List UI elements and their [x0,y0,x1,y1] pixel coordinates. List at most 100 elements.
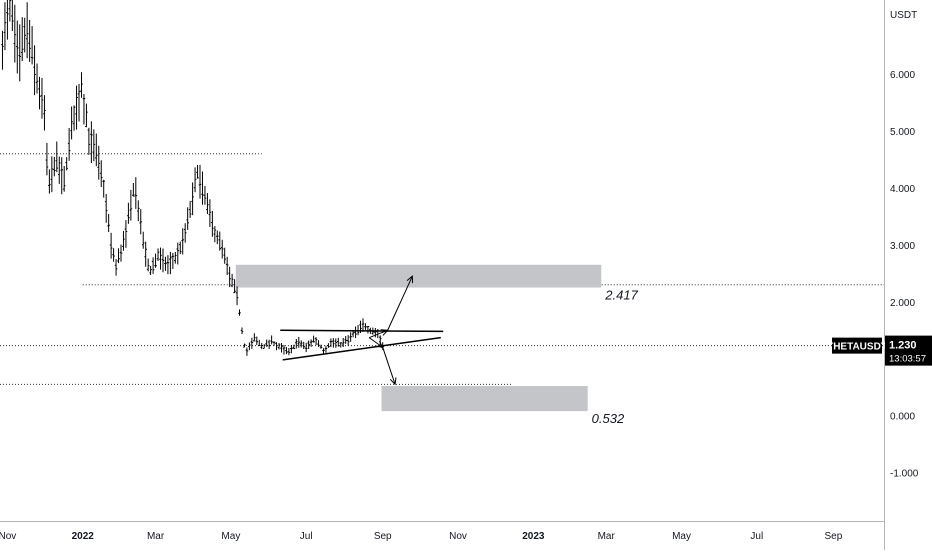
price-bar[interactable] [183,223,187,243]
price-bar[interactable] [309,339,313,347]
last-price-badge[interactable] [885,335,932,366]
price-bar[interactable] [102,179,106,198]
price-bar[interactable] [40,77,44,119]
price-bar[interactable] [53,156,56,177]
price-bar[interactable] [302,341,306,349]
price-bar[interactable] [136,200,140,222]
target-zone-box[interactable] [235,264,602,288]
projection-arrow-line[interactable] [368,337,384,348]
price-bar[interactable] [198,164,202,199]
price-bar[interactable] [253,333,256,342]
price-bar[interactable] [75,85,78,130]
price-bar[interactable] [329,338,333,348]
price-bar[interactable] [55,141,59,173]
price-bar[interactable] [299,340,303,348]
price-bar[interactable] [314,337,318,346]
price-bar[interactable] [97,145,101,180]
price-bar[interactable] [339,342,343,348]
price-bar[interactable] [272,341,276,346]
price-bar[interactable] [181,228,185,255]
price-bar[interactable] [117,248,120,264]
price-bar[interactable] [240,327,244,334]
price-bar[interactable] [220,239,224,259]
price-bar[interactable] [203,185,207,205]
price-bar[interactable] [322,348,325,355]
price-bar[interactable] [317,340,320,347]
pattern-trendline[interactable] [280,329,444,333]
price-bar[interactable] [70,106,73,140]
price-bar[interactable] [90,121,93,164]
price-bar[interactable] [48,169,51,194]
price-bar[interactable] [77,83,81,122]
price-bar[interactable] [275,342,278,351]
price-bar[interactable] [336,337,340,347]
price-bar[interactable] [174,251,177,264]
price-bar[interactable] [127,202,130,224]
price-bar[interactable] [124,220,128,248]
price-bar[interactable] [262,344,266,350]
price-bar[interactable] [354,326,357,339]
price-bar[interactable] [1,30,4,70]
price-bar[interactable] [255,336,259,345]
price-bar[interactable] [3,2,7,51]
price-bar[interactable] [8,0,12,22]
price-bar[interactable] [65,157,68,171]
price-bar[interactable] [129,189,133,221]
price-bar[interactable] [282,344,286,355]
price-bar[interactable] [99,160,103,188]
price-bar[interactable] [332,338,335,348]
price-bar[interactable] [186,207,189,230]
price-bar[interactable] [119,244,123,262]
price-bar[interactable] [292,344,296,350]
price-bar[interactable] [92,129,96,162]
price-bar[interactable] [132,183,135,197]
price-bar[interactable] [60,157,64,195]
price-bar[interactable] [366,326,370,334]
price-bar[interactable] [178,241,182,255]
price-bar[interactable] [82,93,86,125]
price-bar[interactable] [80,72,83,98]
price-bar[interactable] [18,24,22,82]
price-bar[interactable] [346,335,350,346]
price-bar[interactable] [223,247,227,264]
price-bar[interactable] [374,327,377,338]
projection-arrow-line[interactable] [387,275,413,331]
price-bar[interactable] [85,103,88,128]
price-bar[interactable] [95,133,98,167]
price-bar[interactable] [50,156,54,193]
price-bar[interactable] [297,336,301,348]
price-bar[interactable] [20,17,24,62]
price-bar[interactable] [141,231,145,249]
price-bar[interactable] [312,335,315,343]
price-bar[interactable] [151,257,155,274]
price-bar[interactable] [166,255,170,275]
symbol-tag[interactable] [832,337,882,354]
price-bar[interactable] [319,344,323,349]
price-bar[interactable] [267,339,271,349]
price-bar[interactable] [211,210,214,237]
price-bar[interactable] [213,226,217,243]
price-bar[interactable] [238,309,241,316]
price-bar[interactable] [248,342,251,351]
price-bar[interactable] [43,95,46,131]
price-bar[interactable] [243,343,246,348]
price-bar[interactable] [57,156,61,184]
price-bar[interactable] [193,167,197,193]
price-bar[interactable] [364,323,367,330]
price-bar[interactable] [25,2,29,59]
target-zone-box[interactable] [381,386,588,412]
price-bar[interactable] [191,182,194,216]
price-bar[interactable] [334,338,338,348]
price-bar[interactable] [188,200,192,218]
projection-arrow-line[interactable] [382,347,396,385]
price-bar[interactable] [307,340,310,349]
price-bar[interactable] [287,347,291,356]
price-bar[interactable] [344,335,347,344]
price-bar[interactable] [122,230,125,251]
price-bar[interactable] [109,232,113,259]
price-bar[interactable] [280,343,283,353]
price-bar[interactable] [35,63,39,94]
price-bar[interactable] [324,345,328,353]
price-bar[interactable] [215,230,219,245]
